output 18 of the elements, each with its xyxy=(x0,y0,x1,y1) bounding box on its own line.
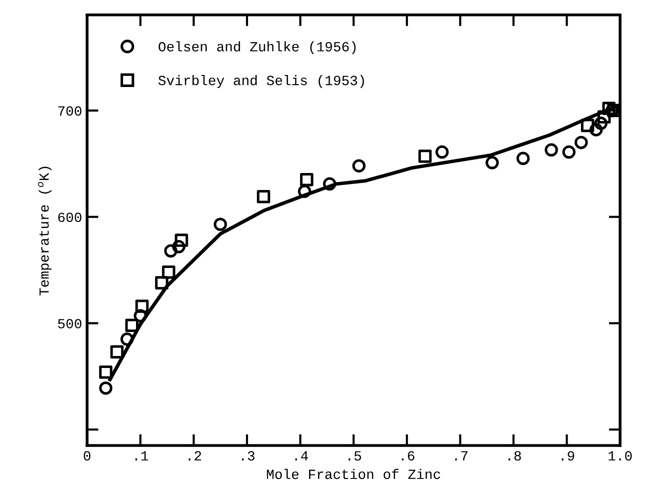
legend-label: Oelsen and Zuhlke (1956) xyxy=(158,41,356,54)
x-tick-label: .8 xyxy=(508,451,521,461)
y-tick-label: 600 xyxy=(58,212,82,222)
x-tick-label: .7 xyxy=(455,451,468,460)
x-tick-label: 1.0 xyxy=(608,451,632,461)
x-tick-label: .3 xyxy=(242,451,254,461)
y-tick-label: 500 xyxy=(58,318,82,328)
x-axis-title: Mole Fraction of Zinc xyxy=(266,468,440,480)
y-axis-title: Temperature ($^{o}$K) xyxy=(38,166,52,296)
x-tick-label: .2 xyxy=(188,451,202,460)
x-tick-label: .1 xyxy=(135,451,148,460)
legend-label: Svirbley and Selis (1953) xyxy=(158,75,364,88)
x-tick-label: .5 xyxy=(348,451,362,461)
x-tick-label: .4 xyxy=(295,451,308,460)
x-tick-label: .9 xyxy=(562,451,574,461)
x-tick-label: .6 xyxy=(402,451,414,461)
y-tick-label: 700 xyxy=(58,106,82,116)
x-tick-label: 0 xyxy=(84,451,90,461)
